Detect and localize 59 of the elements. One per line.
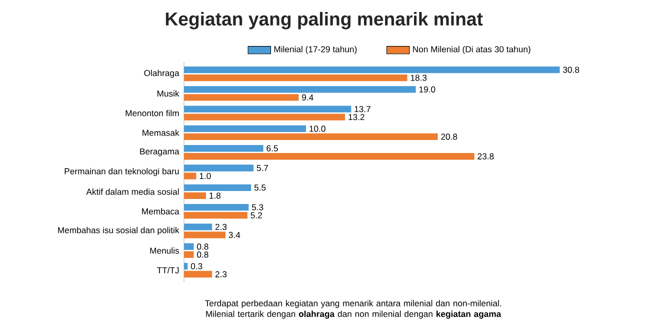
data-label: 30.8 (563, 66, 580, 73)
data-label: 3.4 (228, 232, 240, 238)
bar (184, 224, 212, 230)
bar (184, 125, 306, 132)
data-label: 2.3 (215, 224, 227, 230)
y-tick-label: Olahraga (144, 70, 180, 78)
text: Terdapat perbedaan kegiatan yang menarik antara milenial dan non-milenial. Milenial tertarik dengan olahraga dan non milenial dengan kegiatan agama (204, 300, 502, 319)
bar (184, 232, 226, 238)
data-label: 6.5 (266, 145, 278, 152)
y-tick-label: Membahas isu sosial dan politik (58, 226, 180, 235)
bar (184, 86, 416, 93)
data-label: 0.3 (190, 263, 202, 270)
y-tick-label: Beragama (140, 148, 180, 156)
y-tick-label: Menulis (150, 247, 179, 254)
y-tick-label: Membaca (142, 208, 180, 214)
data-label: 5.5 (254, 184, 266, 191)
data-label: 5.2 (250, 212, 262, 218)
data-label: 20.8 (441, 134, 458, 140)
data-label: 13.2 (348, 114, 364, 120)
y-tick-label: TT/TJ (156, 267, 179, 274)
data-label: 9.4 (302, 94, 314, 100)
bar (184, 145, 264, 152)
bar (184, 184, 252, 191)
bar (184, 262, 188, 270)
y-tick-label: Aktif dalam media sosial (86, 188, 179, 195)
data-label: 5.7 (256, 164, 268, 172)
legend-label: Milenial (17-29 tahun) (274, 46, 357, 54)
legend-label: Non Milenial (Di atas 30 tahun) (413, 46, 530, 54)
bar (184, 192, 206, 199)
bar (184, 114, 346, 120)
y-tick-label: Permainan dan teknologi baru (64, 168, 179, 176)
bar (184, 270, 212, 278)
bar (184, 212, 248, 219)
bar (184, 243, 194, 250)
data-label: 18.3 (410, 74, 427, 81)
chart-title: Kegiatan yang paling menarik minat (166, 12, 483, 30)
bar (184, 74, 408, 82)
data-label: 19.0 (419, 86, 436, 92)
y-tick-label: Menonton film (126, 110, 179, 116)
data-label: 13.7 (354, 106, 370, 112)
bar (184, 133, 438, 140)
bar (184, 172, 196, 180)
data-label: 1.8 (210, 192, 221, 199)
y-tick-label: Musik (157, 90, 180, 97)
bar (184, 66, 560, 74)
bar (184, 106, 352, 112)
bar (184, 164, 254, 172)
bar (184, 251, 194, 258)
bar (184, 153, 474, 160)
bar (184, 204, 249, 211)
y-tick-label: Memasak (142, 130, 180, 136)
data-label: 0.8 (197, 252, 208, 258)
data-label: 10.0 (310, 126, 326, 132)
data-label: 2.3 (215, 271, 227, 278)
data-label: 23.8 (478, 153, 494, 160)
bar (184, 94, 299, 101)
data-label: 0.8 (197, 244, 208, 250)
data-label: 5.3 (252, 204, 264, 210)
data-label: 1.0 (200, 172, 211, 180)
